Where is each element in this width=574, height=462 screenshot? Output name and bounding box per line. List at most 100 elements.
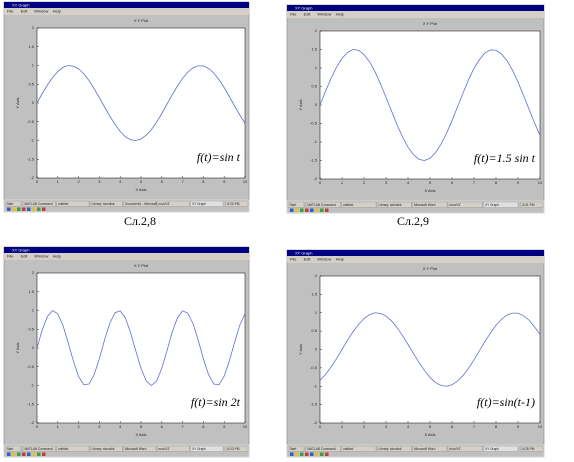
taskbar-button[interactable] bbox=[287, 445, 305, 452]
quick-launch-icon[interactable] bbox=[32, 207, 36, 212]
quick-launch-icon[interactable] bbox=[17, 452, 21, 457]
taskbar-button[interactable] bbox=[156, 200, 190, 207]
taskbar-button[interactable] bbox=[341, 445, 377, 452]
taskbar-label[interactable]: MATLAB Command bbox=[308, 203, 336, 207]
quick-launch-icon[interactable] bbox=[325, 208, 329, 213]
taskbar-button[interactable] bbox=[123, 200, 157, 207]
taskbar-label[interactable]: Microsoft Word bbox=[414, 447, 436, 451]
taskbar-button[interactable] bbox=[287, 201, 305, 208]
taskbar-button[interactable] bbox=[156, 445, 190, 452]
taskbar-label[interactable]: untitled bbox=[343, 447, 354, 451]
taskbar-button[interactable] bbox=[4, 445, 22, 452]
taskbar-label[interactable]: untitled bbox=[343, 203, 354, 207]
menu-item[interactable]: Edit bbox=[304, 12, 312, 17]
taskbar-label[interactable]: Microsoft Word bbox=[414, 203, 436, 207]
taskbar-button[interactable] bbox=[56, 445, 90, 452]
taskbar-button[interactable] bbox=[483, 201, 519, 208]
taskbar-label[interactable]: XY Graph bbox=[192, 447, 206, 451]
taskbar-label[interactable]: mux/VZ bbox=[450, 203, 461, 207]
taskbar-label[interactable]: Start bbox=[290, 203, 297, 207]
quick-launch-icon[interactable] bbox=[22, 452, 26, 457]
taskbar-label[interactable]: MATLAB Command bbox=[25, 202, 53, 206]
taskbar-button[interactable] bbox=[4, 200, 22, 207]
menu-item[interactable]: Window bbox=[317, 257, 331, 262]
quick-launch-icon[interactable] bbox=[315, 208, 319, 213]
quick-launch-icon[interactable] bbox=[295, 208, 299, 213]
quick-launch-icon[interactable] bbox=[320, 208, 324, 213]
taskbar-button[interactable] bbox=[447, 445, 483, 452]
taskbar-label[interactable]: mux/VZ bbox=[159, 447, 170, 451]
menu-item[interactable]: Help bbox=[336, 257, 345, 262]
taskbar-button[interactable] bbox=[376, 445, 412, 452]
menu-item[interactable]: Window bbox=[34, 9, 48, 14]
quick-launch-icon[interactable] bbox=[12, 452, 16, 457]
taskbar-button[interactable] bbox=[22, 445, 56, 452]
taskbar-label[interactable]: MATLAB Command bbox=[25, 447, 53, 451]
taskbar-button[interactable] bbox=[447, 201, 483, 208]
taskbar-label[interactable]: MATLAB Command bbox=[308, 447, 336, 451]
taskbar-button[interactable] bbox=[123, 445, 157, 452]
quick-launch-icon[interactable] bbox=[310, 452, 314, 457]
menu-item[interactable]: Edit bbox=[21, 254, 29, 259]
taskbar-button[interactable] bbox=[412, 445, 448, 452]
taskbar-button[interactable] bbox=[341, 201, 377, 208]
taskbar-button[interactable] bbox=[190, 445, 224, 452]
taskbar-label[interactable]: Library: simulink bbox=[92, 202, 115, 206]
taskbar-label[interactable]: untitled bbox=[58, 202, 69, 206]
quick-launch-icon[interactable] bbox=[300, 208, 304, 213]
taskbar-label[interactable]: Start bbox=[7, 202, 14, 206]
menu-item[interactable]: Help bbox=[336, 12, 345, 17]
quick-launch-icon[interactable] bbox=[32, 452, 36, 457]
menu-item[interactable]: File bbox=[7, 254, 14, 259]
quick-launch-icon[interactable] bbox=[7, 207, 11, 212]
quick-launch-icon[interactable] bbox=[42, 207, 46, 212]
taskbar-label[interactable]: XY Graph bbox=[485, 447, 499, 451]
menu-item[interactable]: Window bbox=[317, 12, 331, 17]
quick-launch-icon[interactable] bbox=[37, 207, 41, 212]
quick-launch-icon[interactable] bbox=[27, 452, 31, 457]
quick-launch-icon[interactable] bbox=[300, 452, 304, 457]
quick-launch-icon[interactable] bbox=[325, 452, 329, 457]
quick-launch-icon[interactable] bbox=[315, 452, 319, 457]
quick-launch-icon[interactable] bbox=[7, 452, 11, 457]
taskbar-label[interactable]: mux/VZ bbox=[159, 202, 170, 206]
menu-item[interactable]: File bbox=[290, 12, 297, 17]
menu-item[interactable]: Edit bbox=[304, 257, 312, 262]
taskbar-button[interactable] bbox=[89, 200, 123, 207]
quick-launch-icon[interactable] bbox=[310, 208, 314, 213]
taskbar-button[interactable] bbox=[376, 201, 412, 208]
taskbar-button[interactable] bbox=[305, 445, 341, 452]
taskbar-button[interactable] bbox=[483, 445, 519, 452]
taskbar-button[interactable] bbox=[412, 201, 448, 208]
taskbar-label[interactable]: XY Graph bbox=[485, 203, 499, 207]
taskbar-label[interactable]: Start bbox=[7, 447, 14, 451]
menu-item[interactable]: Window bbox=[34, 254, 48, 259]
quick-launch-icon[interactable] bbox=[295, 452, 299, 457]
quick-launch-icon[interactable] bbox=[27, 207, 31, 212]
taskbar-label[interactable]: XY Graph bbox=[192, 202, 206, 206]
taskbar-label[interactable]: Library: simulink bbox=[379, 203, 402, 207]
quick-launch-icon[interactable] bbox=[12, 207, 16, 212]
taskbar-button[interactable] bbox=[22, 200, 56, 207]
menu-item[interactable]: Edit bbox=[21, 9, 29, 14]
taskbar-label[interactable]: Start bbox=[290, 447, 297, 451]
quick-launch-icon[interactable] bbox=[17, 207, 21, 212]
quick-launch-icon[interactable] bbox=[305, 208, 309, 213]
taskbar-label[interactable]: Library: simulink bbox=[379, 447, 402, 451]
taskbar-label[interactable]: untitled bbox=[58, 447, 69, 451]
menu-item[interactable]: File bbox=[7, 9, 14, 14]
quick-launch-icon[interactable] bbox=[290, 208, 294, 213]
quick-launch-icon[interactable] bbox=[290, 452, 294, 457]
menu-item[interactable]: Help bbox=[53, 254, 62, 259]
taskbar-label[interactable]: Document1 - Microsoft bbox=[125, 202, 157, 206]
taskbar-button[interactable] bbox=[56, 200, 90, 207]
quick-launch-icon[interactable] bbox=[320, 452, 324, 457]
taskbar-label[interactable]: Microsoft Word bbox=[125, 447, 147, 451]
menu-item[interactable]: File bbox=[290, 257, 297, 262]
quick-launch-icon[interactable] bbox=[37, 452, 41, 457]
taskbar-label[interactable]: mux/VZ bbox=[450, 447, 461, 451]
quick-launch-icon[interactable] bbox=[305, 452, 309, 457]
taskbar-button[interactable] bbox=[305, 201, 341, 208]
taskbar-button[interactable] bbox=[89, 445, 123, 452]
quick-launch-icon[interactable] bbox=[42, 452, 46, 457]
